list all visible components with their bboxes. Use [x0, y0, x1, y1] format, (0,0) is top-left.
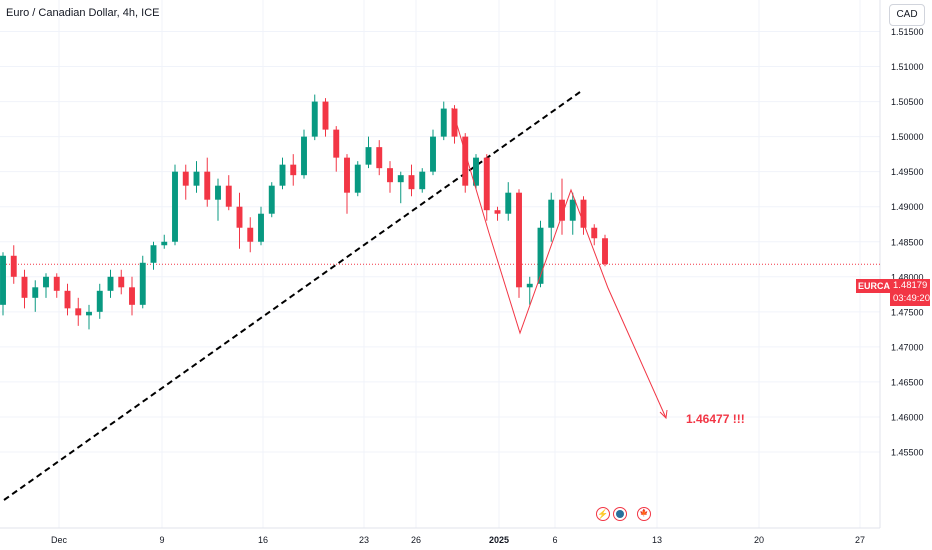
- candle-body: [387, 168, 393, 183]
- candle-body: [247, 227, 254, 242]
- candle-body: [118, 276, 125, 288]
- x-tick-label: 9: [159, 535, 164, 545]
- candle-body: [129, 287, 135, 305]
- candle-body: [354, 164, 361, 193]
- y-tick-label: 1.50500: [891, 97, 924, 107]
- candle-body: [516, 192, 522, 288]
- bar-countdown: 03:49:20: [893, 293, 930, 304]
- candle-body: [559, 199, 565, 221]
- eu-flag-icon[interactable]: [613, 507, 627, 521]
- trendline: [3, 91, 581, 501]
- candle-body: [43, 276, 49, 288]
- candle-body: [440, 108, 447, 137]
- candle-body: [236, 206, 243, 228]
- candle-body: [10, 255, 17, 277]
- lightning-event-icon[interactable]: ⚡: [596, 507, 610, 521]
- candle-body: [161, 241, 168, 246]
- candle-body: [344, 157, 350, 193]
- candle-body: [0, 255, 6, 305]
- candle-body: [64, 290, 71, 309]
- candle-body: [569, 199, 576, 221]
- ticker-label: EURCAD: [856, 279, 899, 293]
- x-tick-label: 13: [652, 535, 662, 545]
- candle-body: [204, 171, 211, 200]
- y-tick-label: 1.46500: [891, 377, 924, 387]
- candle-body: [215, 185, 221, 200]
- candle-body: [21, 276, 28, 298]
- candle-body: [96, 290, 103, 312]
- candle-body: [548, 199, 555, 228]
- x-tick-label: Dec: [51, 535, 68, 545]
- y-tick-label: 1.51500: [891, 27, 924, 37]
- candle-body: [182, 171, 189, 186]
- candle-body: [602, 238, 608, 265]
- last-price: 1.48179: [893, 280, 928, 291]
- candle-body: [505, 192, 512, 214]
- candle-body: [365, 147, 372, 165]
- candle-body: [397, 175, 404, 183]
- candle-body: [32, 287, 39, 298]
- x-tick-label: 20: [754, 535, 764, 545]
- canada-flag-icon[interactable]: 🍁: [637, 507, 651, 521]
- candle-body: [75, 308, 82, 316]
- candle-body: [376, 147, 383, 169]
- candle-body: [311, 101, 318, 137]
- candle-body: [430, 136, 436, 172]
- x-tick-label: 26: [411, 535, 421, 545]
- candle-body: [172, 171, 178, 242]
- y-tick-label: 1.47500: [891, 307, 924, 317]
- y-tick-label: 1.49000: [891, 202, 924, 212]
- candle-body: [537, 227, 544, 284]
- candle-body: [150, 245, 157, 263]
- candle-body: [322, 101, 329, 130]
- candle-body: [408, 175, 415, 190]
- y-tick-label: 1.45500: [891, 448, 924, 458]
- y-tick-label: 1.47000: [891, 342, 924, 352]
- currency-button[interactable]: CAD: [889, 4, 925, 26]
- target-annotation: 1.46477 !!!: [686, 412, 745, 426]
- candle-body: [462, 136, 469, 186]
- candle-body: [483, 157, 490, 211]
- candle-body: [268, 185, 275, 214]
- y-tick-label: 1.48500: [891, 237, 924, 247]
- y-tick-label: 1.48000: [891, 272, 924, 282]
- candle-body: [193, 171, 200, 186]
- candle-body: [86, 311, 92, 316]
- last-price-box: 1.48179 03:49:20: [890, 279, 930, 306]
- candle-body: [225, 185, 232, 207]
- candle-body: [580, 199, 587, 228]
- candle-body: [53, 276, 60, 291]
- candle-body: [301, 136, 307, 176]
- candle-body: [591, 227, 598, 239]
- candle-body: [279, 164, 286, 186]
- candle-body: [107, 276, 114, 291]
- candle-body: [333, 129, 340, 158]
- candle-body: [473, 157, 479, 186]
- candle-body: [258, 213, 264, 242]
- candle-body: [290, 164, 297, 176]
- projection-arrowhead: [659, 409, 668, 420]
- y-tick-label: 1.50000: [891, 132, 924, 142]
- x-tick-label: 2025: [489, 535, 509, 545]
- y-tick-label: 1.51000: [891, 62, 924, 72]
- candle-body: [139, 262, 146, 305]
- y-tick-label: 1.49500: [891, 167, 924, 177]
- x-tick-label: 23: [359, 535, 369, 545]
- symbol-title: Euro / Canadian Dollar, 4h, ICE: [6, 7, 160, 19]
- y-tick-label: 1.46000: [891, 412, 924, 422]
- projection-path: [451, 107, 667, 419]
- x-tick-label: 6: [552, 535, 557, 545]
- candle-body: [494, 210, 501, 214]
- x-tick-label: 16: [258, 535, 268, 545]
- candle-body: [526, 283, 533, 288]
- x-tick-label: 27: [855, 535, 865, 545]
- candle-body: [451, 108, 458, 137]
- candle-body: [419, 171, 426, 190]
